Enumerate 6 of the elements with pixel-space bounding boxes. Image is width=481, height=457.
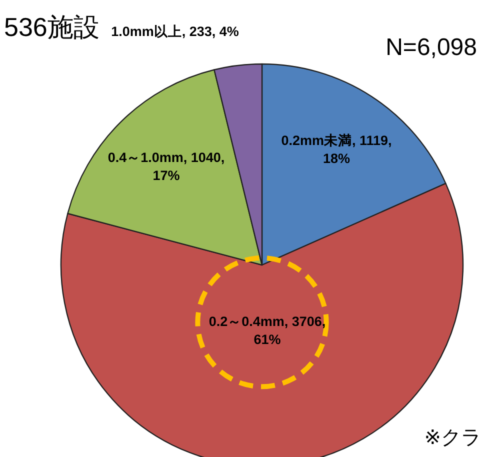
chart-title: 536施設 [4,12,100,42]
slice-label: 0.2mm未満, 1119, 18% [280,132,393,168]
slice-label: 0.4～1.0mm, 1040, 17% [106,149,226,186]
slice-label: 1.0mm以上, 233, 4% [110,23,240,42]
text: N=6,098 [386,34,477,61]
text: ※クラ [424,427,481,449]
